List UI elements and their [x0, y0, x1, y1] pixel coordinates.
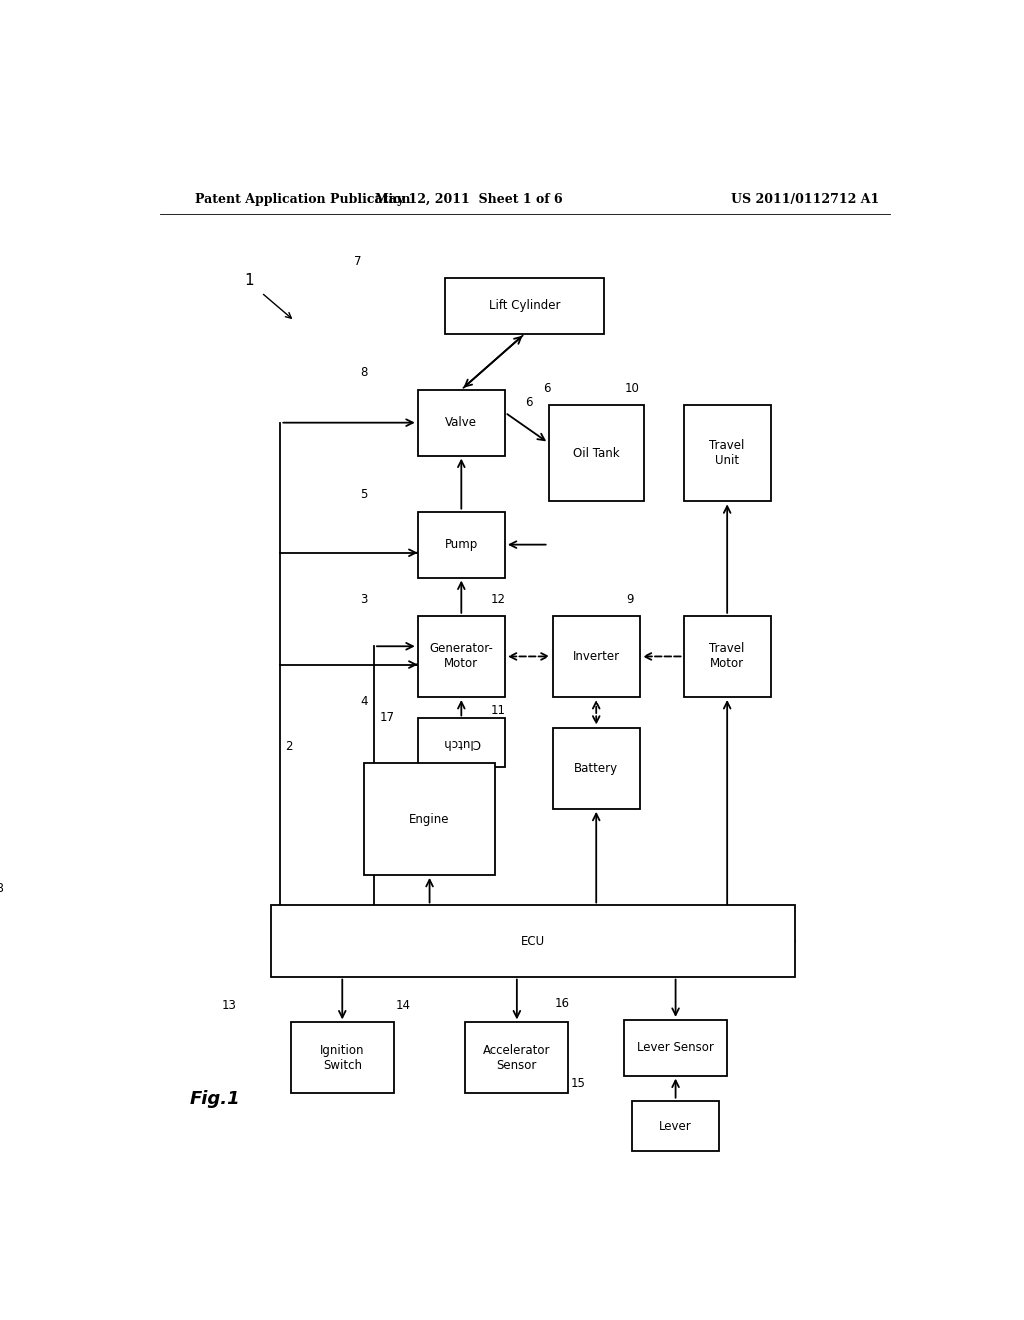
- FancyBboxPatch shape: [365, 763, 495, 875]
- Text: 11: 11: [492, 705, 506, 718]
- Text: 18: 18: [0, 882, 4, 895]
- FancyArrowPatch shape: [263, 294, 292, 318]
- Text: 13: 13: [221, 999, 237, 1012]
- FancyBboxPatch shape: [418, 512, 505, 578]
- FancyBboxPatch shape: [549, 405, 644, 502]
- Text: 16: 16: [555, 997, 569, 1010]
- Text: 17: 17: [380, 711, 395, 723]
- FancyBboxPatch shape: [553, 727, 640, 809]
- Text: 8: 8: [360, 367, 368, 379]
- Text: Accelerator
Sensor: Accelerator Sensor: [483, 1044, 551, 1072]
- Text: 12: 12: [492, 593, 506, 606]
- FancyBboxPatch shape: [418, 718, 505, 767]
- Text: Inverter: Inverter: [572, 649, 620, 663]
- FancyBboxPatch shape: [291, 1022, 394, 1093]
- Text: May 12, 2011  Sheet 1 of 6: May 12, 2011 Sheet 1 of 6: [376, 193, 563, 206]
- FancyBboxPatch shape: [624, 1020, 727, 1076]
- Text: Lever Sensor: Lever Sensor: [637, 1041, 714, 1055]
- FancyBboxPatch shape: [465, 1022, 568, 1093]
- Text: 2: 2: [285, 741, 293, 752]
- Text: 6: 6: [544, 381, 551, 395]
- FancyBboxPatch shape: [418, 389, 505, 455]
- FancyBboxPatch shape: [445, 277, 604, 334]
- FancyBboxPatch shape: [684, 615, 771, 697]
- Text: Engine: Engine: [410, 813, 450, 825]
- Text: 7: 7: [354, 255, 361, 268]
- Text: Oil Tank: Oil Tank: [572, 446, 620, 459]
- Text: 6: 6: [525, 396, 532, 409]
- Text: Pump: Pump: [444, 539, 478, 552]
- FancyBboxPatch shape: [270, 906, 795, 977]
- Text: Clutch: Clutch: [442, 737, 480, 750]
- Text: 3: 3: [360, 593, 368, 606]
- FancyBboxPatch shape: [418, 615, 505, 697]
- Text: 4: 4: [360, 696, 368, 709]
- Text: Valve: Valve: [445, 416, 477, 429]
- Text: Fig.1: Fig.1: [190, 1089, 241, 1107]
- FancyBboxPatch shape: [684, 405, 771, 502]
- Text: Battery: Battery: [574, 762, 618, 775]
- Text: Travel
Motor: Travel Motor: [710, 643, 744, 671]
- Text: 5: 5: [360, 488, 368, 502]
- Text: 14: 14: [396, 999, 411, 1012]
- Text: Travel
Unit: Travel Unit: [710, 440, 744, 467]
- Text: US 2011/0112712 A1: US 2011/0112712 A1: [731, 193, 880, 206]
- Text: Lift Cylinder: Lift Cylinder: [489, 300, 560, 313]
- Text: Lever: Lever: [659, 1119, 692, 1133]
- Text: Generator-
Motor: Generator- Motor: [429, 643, 494, 671]
- FancyBboxPatch shape: [553, 615, 640, 697]
- Text: ECU: ECU: [520, 935, 545, 948]
- Text: 9: 9: [626, 593, 633, 606]
- Text: 10: 10: [625, 381, 639, 395]
- Text: Ignition
Switch: Ignition Switch: [321, 1044, 365, 1072]
- Text: Patent Application Publication: Patent Application Publication: [196, 193, 411, 206]
- Text: 15: 15: [570, 1077, 586, 1090]
- FancyBboxPatch shape: [632, 1101, 719, 1151]
- Text: 1: 1: [244, 273, 253, 288]
